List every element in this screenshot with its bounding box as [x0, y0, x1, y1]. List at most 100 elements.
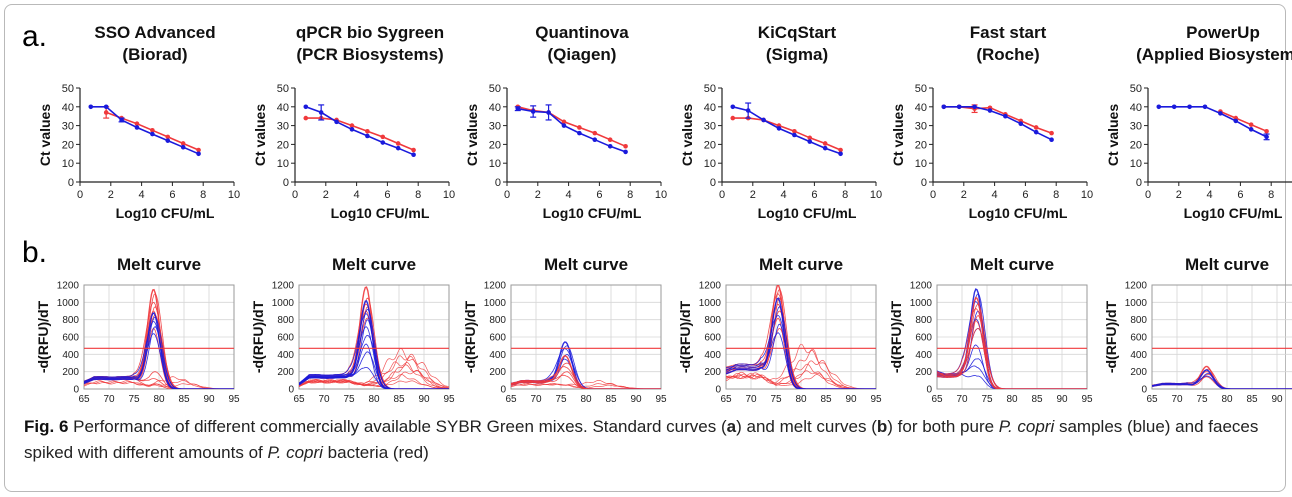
x-tick-label: 10 — [1081, 189, 1093, 201]
data-point — [196, 152, 201, 157]
data-point — [1233, 119, 1238, 124]
x-tick-label: 90 — [845, 394, 857, 405]
series-line — [1220, 112, 1266, 132]
standard-curve-chart: Fast start(Roche)010203040500 2 4 6 8 10Log10… — [890, 23, 1093, 221]
x-tick-label: 2 — [535, 189, 541, 201]
chart-title: (PCR Biosystems) — [296, 45, 443, 64]
chart-title: Melt curve — [332, 255, 416, 274]
y-axis-label: Ct values — [464, 104, 480, 166]
y-tick-label: 50 — [489, 83, 501, 95]
data-point — [761, 118, 766, 123]
series-line — [1159, 107, 1267, 137]
x-tick-label: 90 — [1056, 394, 1068, 405]
standard-curve-chart: SSO Advanced(Biorad)010203040500 2 4 6 8 10Lo… — [37, 23, 240, 221]
melt-curve-chart: Melt curve 0 200 400 600 800 1000 1200 65 70 75 80 8… — [462, 255, 667, 410]
x-tick-label: 85 — [393, 394, 405, 405]
chart-title: PowerUp — [1186, 23, 1260, 42]
y-tick-label: 1200 — [57, 281, 80, 292]
y-axis-label: -d(RFU)/dT — [677, 300, 693, 373]
melt-curve — [1152, 373, 1292, 389]
x-axis-label: Log10 CFU/mL — [543, 205, 642, 221]
y-axis-label: -d(RFU)/dT — [462, 300, 478, 373]
y-tick-label: 30 — [277, 121, 289, 133]
x-tick-label: 65 — [720, 394, 732, 405]
chart-title: SSO Advanced — [94, 23, 215, 42]
data-point — [380, 135, 385, 140]
y-tick-label: 40 — [489, 102, 501, 114]
data-point — [792, 133, 797, 138]
y-tick-label: 10 — [915, 158, 927, 170]
y-axis-label: -d(RFU)/dT — [35, 300, 51, 373]
y-tick-label: 40 — [915, 102, 927, 114]
y-tick-label: 200 — [1130, 367, 1147, 378]
y-tick-label: 600 — [704, 333, 721, 344]
x-tick-label: 4 — [781, 189, 787, 201]
x-axis-label: Log10 CFU/mL — [116, 205, 215, 221]
data-point — [957, 105, 962, 110]
data-point — [972, 105, 977, 110]
y-tick-label: 50 — [915, 83, 927, 95]
x-tick-label: 70 — [956, 394, 968, 405]
y-tick-label: 20 — [915, 139, 927, 151]
x-tick-label: 4 — [1207, 189, 1213, 201]
y-tick-label: 800 — [489, 315, 506, 326]
standard-curve-chart: Quantinova(Qiagen)010203040500 2 4 6 8 10Log1… — [464, 23, 667, 221]
x-tick-label: 85 — [605, 394, 617, 405]
data-point — [119, 118, 124, 123]
data-point — [807, 139, 812, 144]
data-point — [1018, 121, 1023, 126]
x-tick-label: 2 — [323, 189, 329, 201]
x-tick-label: 65 — [78, 394, 90, 405]
y-tick-label: 10 — [277, 158, 289, 170]
data-point — [334, 120, 339, 125]
y-tick-label: 400 — [1130, 350, 1147, 361]
y-tick-label: 30 — [62, 121, 74, 133]
chart-title: (Sigma) — [766, 45, 828, 64]
x-tick-label: 95 — [870, 394, 882, 405]
data-point — [988, 108, 993, 113]
x-tick-label: 6 — [169, 189, 175, 201]
caption-figure-label: Fig. 6 — [24, 417, 68, 436]
data-point — [623, 144, 628, 149]
y-tick-label: 800 — [915, 315, 932, 326]
data-point — [1034, 125, 1039, 130]
data-point — [608, 144, 613, 149]
y-tick-label: 0 — [495, 177, 501, 189]
y-tick-label: 800 — [62, 315, 79, 326]
chart-title: Quantinova — [535, 23, 629, 42]
x-axis-label: Temperature (°C) — [956, 409, 1069, 410]
x-tick-label: 90 — [630, 394, 642, 405]
y-tick-label: 200 — [915, 367, 932, 378]
y-tick-label: 30 — [1130, 121, 1142, 133]
data-point — [1003, 114, 1008, 119]
x-tick-label: 65 — [505, 394, 517, 405]
y-axis-label: -d(RFU)/dT — [888, 300, 904, 373]
y-tick-label: 10 — [704, 158, 716, 170]
y-tick-label: 40 — [62, 102, 74, 114]
data-point — [380, 140, 385, 145]
x-tick-label: 80 — [153, 394, 165, 405]
x-tick-label: 75 — [770, 394, 782, 405]
x-tick-label: 4 — [354, 189, 360, 201]
y-tick-label: 600 — [915, 333, 932, 344]
y-tick-label: 1200 — [1125, 281, 1148, 292]
chart-title: (Qiagen) — [548, 45, 617, 64]
x-tick-label: 80 — [1221, 394, 1233, 405]
data-point — [592, 131, 597, 136]
data-point — [88, 105, 93, 110]
chart-title: qPCR bio Sygreen — [296, 23, 444, 42]
x-tick-label: 8 — [627, 189, 633, 201]
y-tick-label: 1200 — [272, 281, 295, 292]
x-tick-label: 65 — [293, 394, 305, 405]
data-point — [135, 125, 140, 130]
y-axis-label: Ct values — [679, 104, 695, 166]
y-tick-label: 0 — [710, 177, 716, 189]
chart-title: Fast start — [970, 23, 1047, 42]
y-tick-label: 40 — [704, 102, 716, 114]
figure-caption: Fig. 6 Performance of different commerci… — [24, 414, 1274, 466]
x-tick-label: 80 — [580, 394, 592, 405]
x-tick-label: 2 — [750, 189, 756, 201]
y-tick-label: 1200 — [910, 281, 933, 292]
x-tick-label: 6 — [811, 189, 817, 201]
chart-title: KiCqStart — [758, 23, 837, 42]
